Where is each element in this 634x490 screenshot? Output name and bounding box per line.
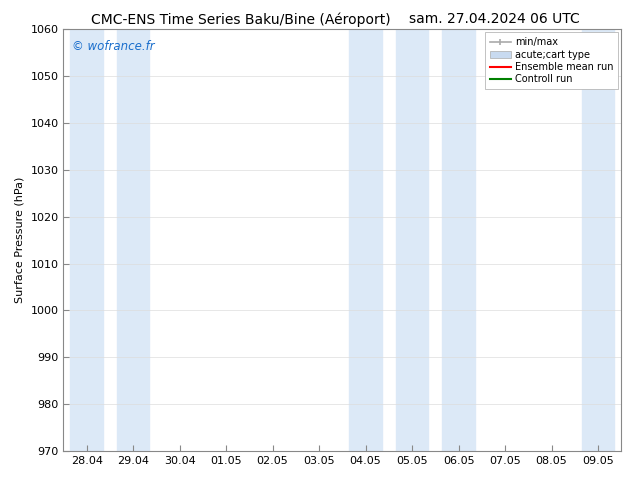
Bar [117,29,150,451]
Bar [396,29,429,451]
Legend: min/max, acute;cart type, Ensemble mean run, Controll run: min/max, acute;cart type, Ensemble mean … [485,32,618,89]
Text: © wofrance.fr: © wofrance.fr [72,40,155,53]
Bar [349,29,382,451]
Bar [443,29,475,451]
Text: CMC-ENS Time Series Baku/Bine (Aéroport): CMC-ENS Time Series Baku/Bine (Aéroport) [91,12,391,27]
Bar [70,29,103,451]
Bar [582,29,614,451]
Y-axis label: Surface Pressure (hPa): Surface Pressure (hPa) [15,177,25,303]
Text: sam. 27.04.2024 06 UTC: sam. 27.04.2024 06 UTC [409,12,580,26]
